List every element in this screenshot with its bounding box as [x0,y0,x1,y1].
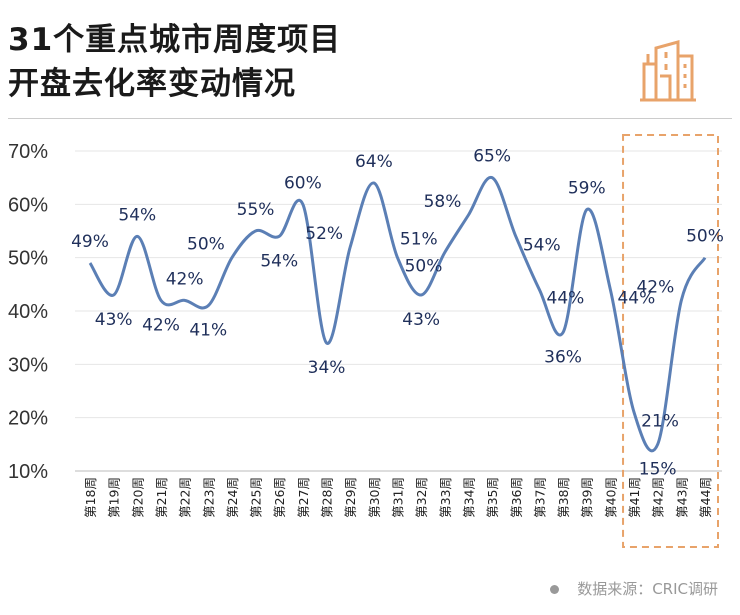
data-label: 51% [400,229,438,249]
data-label: 58% [424,192,462,212]
data-label: 43% [95,310,133,330]
data-label: 54% [260,251,298,271]
line-chart: 10% 20% 30% 40% 50% 60% 70% 第18周 第19周 第20周 第21周 第22… [8,134,724,548]
x-tick-label: 第43周 [674,477,689,518]
x-tick-label: 第19周 [107,477,122,518]
y-tick-label: 20% [8,408,48,430]
data-label: 50% [187,235,225,255]
data-label: 42% [166,269,204,289]
x-tick-label: 第25周 [249,477,264,518]
data-label: 42% [636,277,674,297]
x-tick-label: 第41周 [627,477,642,518]
data-label: 36% [544,347,582,367]
x-tick-label: 第32周 [414,477,429,518]
bullet-icon [550,585,560,594]
data-label: 60% [284,173,322,193]
source-note: 数据来源：CRIC调研 [550,578,718,599]
data-label: 43% [402,310,440,330]
x-tick-label: 第26周 [272,477,287,518]
y-tick-label: 30% [8,354,48,376]
data-label: 50% [405,257,443,277]
data-label: 52% [305,224,343,244]
x-tick-label: 第36周 [509,477,524,518]
title-line-1: 31个重点城市周度项目 [8,22,342,58]
x-tick-label: 第29周 [343,477,358,518]
x-tick-label: 第18周 [83,477,98,518]
data-label: 55% [237,200,275,220]
y-tick-label: 40% [8,301,48,323]
x-tick-label: 第23周 [201,477,216,518]
x-tick-label: 第44周 [698,477,713,518]
source-text: 数据来源：CRIC调研 [577,580,718,598]
x-tick-label: 第35周 [485,477,500,518]
data-label: 44% [617,289,655,309]
data-label: 15% [639,459,677,479]
x-tick-label: 第21周 [154,477,169,518]
x-tick-label: 第28周 [320,477,335,518]
buildings-icon [640,40,696,102]
x-tick-label: 第37周 [532,477,547,518]
data-label: 42% [142,315,180,335]
data-label: 44% [547,289,585,309]
data-label: 64% [355,152,393,172]
x-tick-label: 第24周 [225,477,240,518]
x-tick-label: 第20周 [130,477,145,518]
data-label: 65% [473,147,511,167]
data-label: 49% [71,232,109,252]
data-label: 54% [523,235,561,255]
chart-title: 31个重点城市周度项目 开盘去化率变动情况 [8,18,341,106]
data-label: 54% [118,205,156,225]
x-tick-label: 第42周 [651,477,666,518]
x-tick-label: 第39周 [580,477,595,518]
data-label: 50% [686,227,724,247]
title-divider [8,118,732,119]
x-tick-label: 第33周 [438,477,453,518]
x-tick-label: 第38周 [556,477,571,518]
y-tick-label: 50% [8,248,48,270]
y-tick-label: 10% [8,461,48,483]
data-label: 59% [568,179,606,199]
data-label: 21% [641,411,679,431]
title-line-2: 开盘去化率变动情况 [8,66,296,102]
x-tick-label: 第22周 [178,477,193,518]
series-line [88,176,707,453]
x-tick-label: 第27周 [296,477,311,518]
data-label: 41% [189,321,227,341]
x-tick-label: 第34周 [461,477,476,518]
x-tick-label: 第40周 [603,477,618,518]
data-label: 34% [308,358,346,378]
x-tick-label: 第30周 [367,477,382,518]
y-tick-label: 70% [8,141,48,163]
x-tick-label: 第31周 [391,477,406,518]
highlight-box [622,134,719,548]
y-tick-label: 60% [8,194,48,216]
